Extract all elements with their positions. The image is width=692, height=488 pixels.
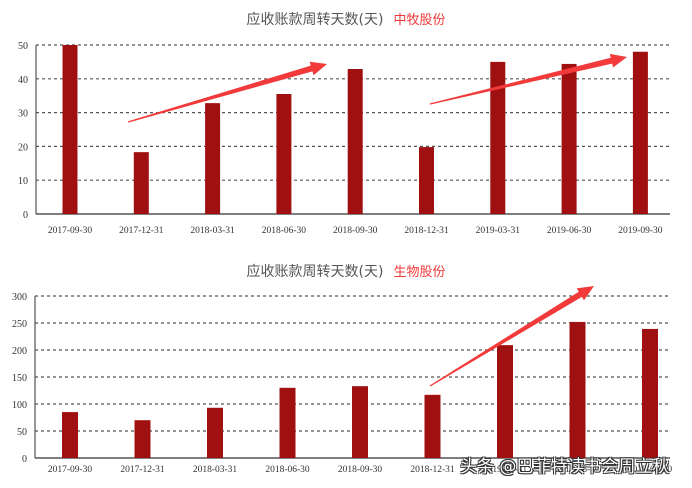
bar [642, 328, 658, 458]
bar [424, 394, 441, 458]
trend-arrow-icon [429, 53, 627, 105]
x-tick-label: 2018-03-31 [193, 465, 238, 475]
company-name: 中牧股份 [393, 13, 446, 28]
bar [207, 407, 223, 458]
y-tick-label: 50 [18, 41, 28, 52]
y-tick-label: 300 [12, 292, 27, 303]
bar [569, 321, 586, 458]
x-tick-label: 2019-06-30 [547, 226, 592, 236]
chart-zhongmu: 应收账款周转天数(天) 中牧股份 0 10 20 30 40 50 2017-09-30 201… [0, 9, 692, 236]
bar-chart-plot: 0 10 20 30 40 50 2017-09-30 2017-12-31 2018-03-3… [18, 41, 670, 236]
bar [205, 103, 221, 214]
y-tick-label: 0 [22, 454, 27, 465]
x-tick-label: 2017-09-30 [48, 465, 93, 475]
x-tick-label: 2018-12-31 [404, 226, 449, 236]
y-tick-label: 40 [18, 75, 28, 86]
bar [62, 45, 78, 214]
x-tick-label: 2019-03-31 [476, 226, 521, 236]
bar [419, 147, 434, 214]
y-tick-label: 50 [17, 427, 27, 438]
x-tick-label: 2018-06-30 [265, 465, 310, 475]
bar [490, 61, 506, 215]
bar [279, 387, 296, 458]
bar [276, 94, 292, 214]
x-tick-label: 2018-09-30 [333, 226, 378, 236]
bar [134, 420, 151, 458]
x-tick-label: 2017-12-31 [120, 465, 165, 475]
chart-shengwu: 应收账款周转天数(天) 生物股份 0 50 100 150 200 250 300 2017-0… [0, 250, 692, 488]
x-tick-label: 2018-03-31 [190, 226, 235, 236]
bar [352, 386, 368, 458]
y-tick-label: 200 [12, 346, 27, 357]
company-name: 生物股份 [393, 265, 446, 280]
bar [497, 345, 513, 458]
trend-arrow-icon [127, 61, 327, 123]
y-tick-label: 0 [23, 210, 28, 221]
x-tick-label: 2019-09-30 [628, 465, 673, 475]
y-tick-label: 250 [12, 319, 27, 330]
bar [561, 63, 577, 214]
x-tick-label: 2018-09-30 [338, 465, 383, 475]
x-tick-label: 2019-06-30 [555, 465, 600, 475]
x-tick-label: 2017-12-31 [119, 226, 164, 236]
y-tick-label: 20 [18, 142, 28, 153]
x-tick-label: 2017-09-30 [48, 226, 93, 236]
bar [133, 152, 149, 214]
y-tick-label: 10 [18, 176, 28, 187]
y-tick-label: 100 [12, 400, 27, 411]
x-tick-label: 2019-03-31 [483, 465, 528, 475]
x-tick-label: 2018-12-31 [410, 465, 455, 475]
bar [62, 412, 78, 458]
bar [347, 68, 363, 214]
trend-arrow-icon [429, 286, 594, 387]
bar [632, 51, 648, 215]
watermark-text: 头条 @巴菲特读书会周立秋 [460, 457, 670, 477]
bar-chart-plot: 0 50 100 150 200 250 300 2017-09-30 2017-12-31 20… [12, 286, 673, 475]
y-tick-label: 150 [12, 373, 27, 384]
y-tick-label: 30 [18, 109, 28, 120]
title-text: 应收账款周转天数(天) [246, 12, 384, 28]
chart-title: 应收账款周转天数(天) 中牧股份 [0, 9, 692, 29]
chart-title: 应收账款周转天数(天) 生物股份 [0, 261, 692, 281]
title-text: 应收账款周转天数(天) [246, 264, 384, 280]
x-tick-label: 2019-09-30 [618, 226, 663, 236]
x-tick-label: 2018-06-30 [262, 226, 307, 236]
